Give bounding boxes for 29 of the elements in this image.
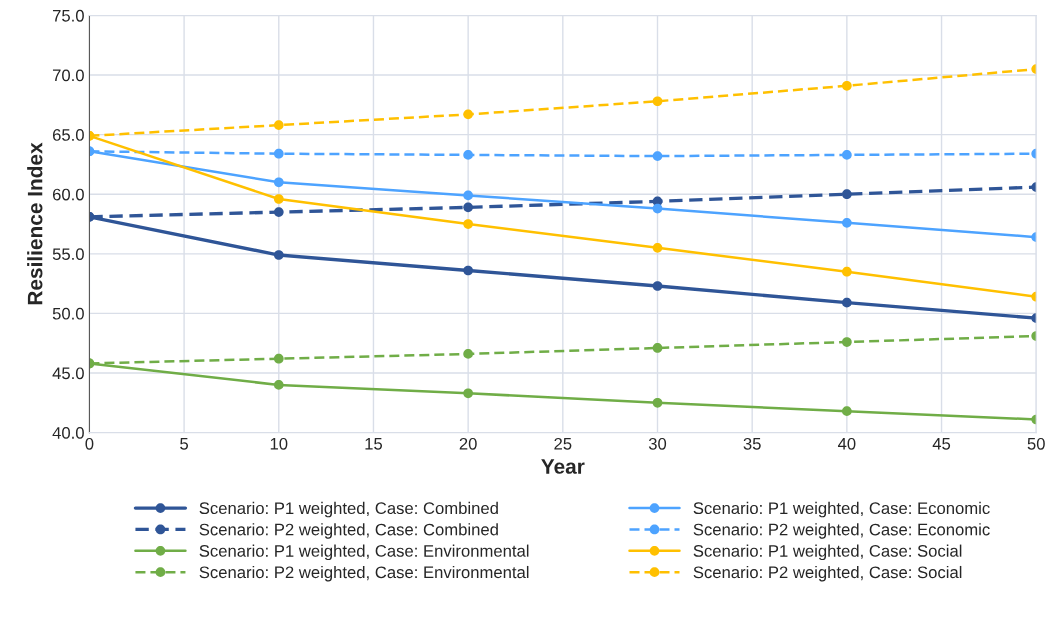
legend-label: Scenario: P1 weighted, Case: Social bbox=[693, 544, 962, 561]
legend-label: Scenario: P2 weighted, Case: Environmental bbox=[199, 565, 529, 582]
legend-label: Scenario: P1 weighted, Case: Economic bbox=[693, 501, 990, 518]
y-tick-label: 75.0 bbox=[52, 9, 84, 22]
y-tick-label: 50.0 bbox=[52, 307, 84, 320]
legend-label: Scenario: P2 weighted, Case: Economic bbox=[693, 523, 990, 539]
legend-label: Scenario: P2 weighted, Case: Social bbox=[693, 565, 962, 582]
y-tick-label: 40.0 bbox=[52, 427, 84, 439]
legend-label: Scenario: P1 weighted, Case: Combined bbox=[199, 501, 498, 518]
y-tick-label: 55.0 bbox=[52, 248, 84, 261]
legend-label: Scenario: P2 weighted, Case: Combined bbox=[199, 523, 498, 539]
x-tick-label: 20 bbox=[459, 437, 477, 450]
y-tick-label: 70.0 bbox=[52, 69, 84, 82]
x-axis-title: Year bbox=[541, 459, 585, 474]
x-tick-label: 45 bbox=[932, 438, 951, 450]
x-tick-label: 30 bbox=[648, 437, 667, 450]
y-tick-label: 45.0 bbox=[52, 367, 84, 380]
y-axis-title: Resilience Index bbox=[27, 142, 43, 305]
x-tick-label: 0 bbox=[85, 437, 94, 450]
y-tick-label: 60.0 bbox=[52, 188, 84, 201]
x-tick-label: 50 bbox=[1027, 437, 1045, 450]
x-tick-label: 40 bbox=[837, 437, 856, 450]
x-tick-label: 35 bbox=[743, 437, 761, 450]
x-tick-label: 10 bbox=[270, 437, 288, 450]
y-tick-label: 65.0 bbox=[52, 129, 84, 141]
x-tick-label: 5 bbox=[180, 438, 189, 450]
x-tick-label: 15 bbox=[365, 438, 383, 450]
x-tick-label: 25 bbox=[554, 437, 572, 450]
legend-label: Scenario: P1 weighted, Case: Environmental bbox=[199, 544, 529, 561]
